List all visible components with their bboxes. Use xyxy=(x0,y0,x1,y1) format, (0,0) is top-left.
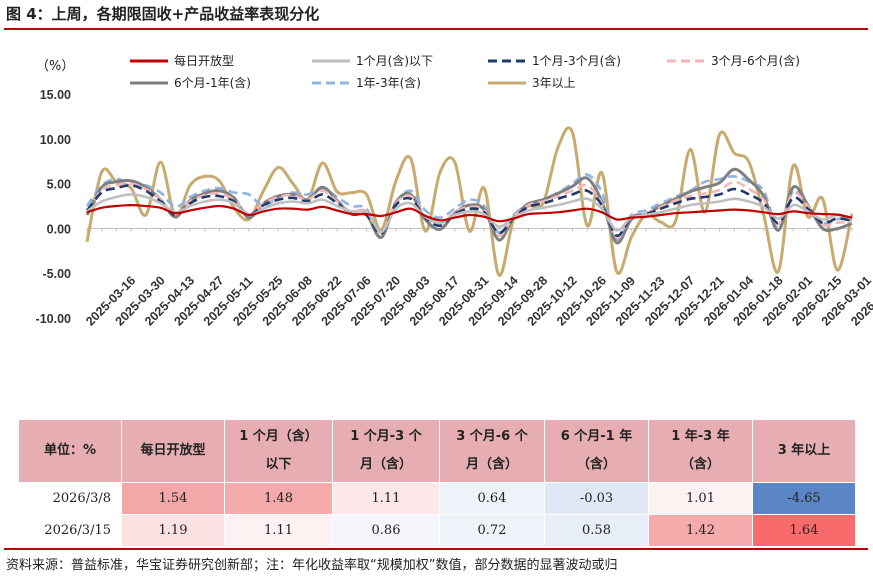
legend-item: 3年以上 xyxy=(488,76,576,90)
return-cell: 0.72 xyxy=(439,514,545,547)
header-line: 单位：% xyxy=(43,443,97,458)
source-note: 资料来源：普益标准，华宝证券研究创新部；注：年化收益率取“规模加权”数值，部分数… xyxy=(6,558,618,573)
return-cell: 1.11 xyxy=(224,514,333,547)
header-line: （含） xyxy=(680,457,720,472)
header-line: 1 个月-3 个 xyxy=(350,429,422,444)
legend-label: 每日开放型 xyxy=(174,53,234,68)
header-line: 月（含） xyxy=(359,457,412,472)
table-row: 2026/3/15 1.19 1.11 0.86 0.72 0.58 1.42 1.64 xyxy=(18,514,856,547)
series-line xyxy=(86,193,853,234)
legend-item: 每日开放型 xyxy=(130,53,234,68)
header-line: 月（含） xyxy=(465,457,518,472)
legend-item: 1个月-3个月(含) xyxy=(488,53,621,68)
table-row: 2026/3/8 1.54 1.48 1.11 0.64 -0.03 1.01 -4.65 xyxy=(18,482,856,515)
legend-label: 1个月(含)以下 xyxy=(356,53,433,68)
return-cell: 1.19 xyxy=(121,514,225,547)
legend-label: 1个月-3个月(含) xyxy=(532,53,621,68)
header-line: 1 年-3 年 xyxy=(671,429,730,444)
return-cell: 1.42 xyxy=(648,514,753,547)
x-tick-labels: 2025-03-162025-03-302025-04-132025-04-27… xyxy=(83,273,873,328)
return-cell: 0.58 xyxy=(544,514,649,547)
legend-label: 3个月-6个月(含) xyxy=(711,53,800,68)
returns-table: 单位：% 每日开放型 1 个月（含） 以下 1 个月-3 个月（含） 3 个月-6 个月（… xyxy=(18,419,856,547)
return-cell: 0.86 xyxy=(332,514,440,547)
table-body: 2026/3/8 1.54 1.48 1.11 0.64 -0.03 1.01 -4.65 20… xyxy=(18,482,856,547)
y-tick-label: -5.00 xyxy=(43,267,72,281)
return-cell: 1.64 xyxy=(752,514,856,547)
return-cell: -0.03 xyxy=(544,482,649,515)
table-header-cell: 1 个月（含） 以下 xyxy=(224,419,333,483)
return-cell: 1.48 xyxy=(224,482,333,515)
table-header-row: 单位：% 每日开放型 1 个月（含） 以下 1 个月-3 个月（含） 3 个月-6 个月（… xyxy=(18,419,856,483)
legend-label: 3年以上 xyxy=(532,76,576,90)
y-axis-label: （%） xyxy=(36,59,74,74)
header-line: 以下 xyxy=(265,457,292,472)
figure-title: 图 4：上周，各期限固收+产品收益率表现分化 xyxy=(6,5,320,23)
row-date: 2026/3/8 xyxy=(18,482,122,515)
header-line: （含） xyxy=(576,457,616,472)
return-cell: 1.01 xyxy=(648,482,753,515)
header-line: 6 个月-1 年 xyxy=(560,429,633,444)
table-header-cell: 1 年-3 年 （含） xyxy=(648,419,753,483)
line-chart: （%） 每日开放型 1个月(含)以下 1个月-3个月(含) 3个月-6个月(含) 6个月… xyxy=(36,53,873,329)
header-line: 1 个月（含） xyxy=(239,429,318,444)
legend-item: 3个月-6个月(含) xyxy=(667,53,800,68)
return-cell: 0.64 xyxy=(439,482,545,515)
legend-item: 6个月-1年(含) xyxy=(130,75,251,90)
series-line xyxy=(85,167,853,245)
source-rule xyxy=(4,548,868,550)
title-rule xyxy=(4,28,868,30)
legend: 每日开放型 1个月(含)以下 1个月-3个月(含) 3个月-6个月(含) 6个月-1年(… xyxy=(130,53,800,90)
legend-item: 1年-3年(含) xyxy=(312,75,421,90)
table-header-cell: 单位：% xyxy=(18,419,122,483)
table-header-cell: 1 个月-3 个月（含） xyxy=(332,419,440,483)
return-cell: -4.65 xyxy=(752,482,856,515)
table-header-cell: 6 个月-1 年 （含） xyxy=(544,419,649,483)
y-tick-label: -10.00 xyxy=(36,312,71,326)
header-line: 3 年以上 xyxy=(777,443,831,458)
series-line xyxy=(85,180,853,239)
y-tick-labels: 15.00 10.00 5.00 0.00 -5.00 -10.00 xyxy=(36,88,72,326)
series-lines xyxy=(85,126,854,277)
y-tick-label: 15.00 xyxy=(40,88,71,102)
legend-item: 1个月(含)以下 xyxy=(312,53,433,68)
row-date: 2026/3/15 xyxy=(18,514,122,547)
y-tick-label: 10.00 xyxy=(40,133,71,147)
legend-label: 1年-3年(含) xyxy=(356,75,421,90)
header-line: 每日开放型 xyxy=(140,443,206,458)
series-line xyxy=(86,204,853,223)
series-line xyxy=(85,126,854,277)
y-tick-label: 5.00 xyxy=(47,178,71,192)
table-header-cell: 每日开放型 xyxy=(121,419,225,483)
header-line: 3 个月-6 个 xyxy=(456,429,528,444)
return-cell: 1.11 xyxy=(332,482,440,515)
return-cell: 1.54 xyxy=(121,482,225,515)
legend-label: 6个月-1年(含) xyxy=(174,75,251,90)
table-header-cell: 3 个月-6 个月（含） xyxy=(439,419,545,483)
table-header-cell: 3 年以上 xyxy=(752,419,856,483)
y-tick-label: 0.00 xyxy=(47,222,71,236)
